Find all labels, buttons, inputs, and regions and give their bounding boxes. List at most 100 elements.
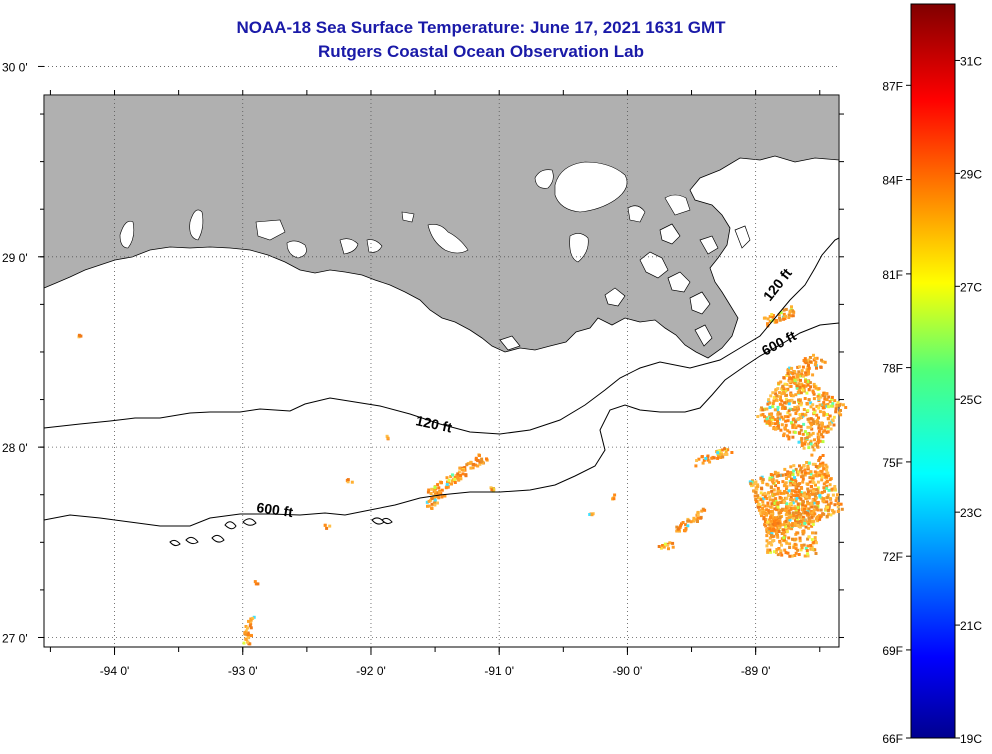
sst-pixel: [809, 439, 813, 443]
sst-pixel: [819, 395, 823, 399]
sst-pixel: [761, 481, 765, 485]
sst-pixel: [785, 477, 788, 480]
sst-pixel: [768, 527, 772, 531]
sst-pixel: [813, 492, 817, 496]
sst-pixel: [793, 507, 797, 511]
sst-pixel: [763, 419, 767, 423]
sst-pixel: [812, 443, 816, 447]
sst-pixel: [836, 502, 840, 505]
sst-pixel: [768, 518, 771, 522]
sst-pixel: [784, 397, 788, 401]
sst-pixel: [726, 448, 730, 452]
sst-pixel: [766, 550, 770, 554]
sst-pixel: [485, 457, 488, 461]
sst-pixel: [800, 546, 804, 550]
sst-pixel: [777, 474, 781, 478]
sst-pixel: [800, 508, 804, 512]
sst-pixel: [822, 467, 826, 471]
sst-pixel: [769, 541, 773, 545]
sst-pixel: [790, 492, 794, 496]
sst-pixel: [815, 488, 819, 492]
contour-120ft: [43, 237, 840, 435]
sst-pixel: [799, 468, 803, 472]
sst-pixel: [791, 425, 795, 429]
sst-pixel: [802, 500, 805, 504]
sst-pixel: [490, 488, 494, 492]
sst-pixel: [781, 417, 785, 421]
sst-pixel: [798, 536, 802, 540]
sst-pixel: [437, 496, 441, 500]
sst-pixel: [828, 478, 832, 482]
sst-pixel: [835, 404, 839, 408]
sst-pixel: [798, 385, 802, 389]
sst-pixel: [806, 379, 810, 383]
sst-pixel: [756, 505, 760, 509]
sst-pixel: [799, 512, 803, 516]
sst-pixel: [806, 500, 809, 504]
sst-pixel: [774, 484, 778, 488]
colorbar-c-label: 27C: [960, 280, 982, 294]
sst-pixel: [730, 451, 734, 454]
sst-pixel: [791, 516, 795, 520]
sst-pixel: [801, 388, 805, 392]
sst-pixel: [775, 474, 779, 478]
sst-pixel: [822, 403, 826, 407]
sst-pixel: [801, 532, 805, 536]
sst-pixel: [836, 505, 840, 509]
sst-pixel: [761, 478, 765, 482]
sst-pixel: [762, 509, 766, 513]
sst-pixel: [678, 525, 682, 529]
sst-pixel: [844, 406, 848, 409]
sst-pixel: [796, 417, 800, 421]
sst-pixel: [692, 516, 696, 520]
sst-pixel: [783, 401, 787, 405]
sst-pixel: [773, 470, 777, 474]
sst-pixel: [678, 529, 681, 533]
sst-pixel: [785, 530, 789, 534]
sst-pixel: [815, 356, 819, 360]
sst-pixel: [671, 541, 675, 545]
sst-pixel: [792, 514, 796, 518]
sst-pixel: [785, 496, 789, 500]
sst-pixel: [831, 402, 835, 406]
sst-pixel: [770, 532, 774, 536]
sst-pixel: [782, 432, 786, 436]
sst-pixel: [805, 461, 809, 464]
sst-pixel: [811, 523, 815, 526]
sst-pixel: [832, 423, 836, 427]
sst-pixel: [815, 506, 819, 510]
sst-pixel: [696, 520, 699, 523]
lat-tick-label: 29 0': [2, 251, 28, 265]
sst-pixel: [780, 496, 784, 500]
sst-pixel: [822, 401, 826, 405]
sst-pixel: [809, 417, 813, 421]
sst-pixel: [791, 435, 795, 439]
sst-pixel: [780, 473, 784, 477]
sst-pixel: [590, 513, 594, 517]
sst-pixel: [765, 421, 769, 425]
sst-pixel: [768, 423, 772, 427]
sst-pixel: [785, 541, 789, 545]
sst-pixel: [798, 431, 801, 435]
sst-pixel: [478, 460, 482, 464]
sst-pixel: [818, 515, 822, 519]
sst-pixel: [768, 536, 772, 540]
sst-pixel: [769, 473, 773, 476]
sst-pixel: [796, 365, 800, 369]
sst-pixel: [831, 508, 834, 512]
sst-pixel: [784, 551, 788, 555]
sst-pixel: [751, 483, 755, 487]
bathymetry-contours: [43, 237, 840, 547]
sst-pixel: [828, 497, 832, 500]
sst-pixel: [807, 366, 811, 370]
sst-pixel: [818, 410, 822, 414]
sst-pixel: [800, 470, 804, 474]
sst-pixel: [246, 631, 250, 635]
sst-pixel: [784, 507, 788, 511]
sst-pixel: [766, 509, 770, 513]
sst-pixel: [803, 491, 807, 495]
sst-pixel: [776, 553, 780, 557]
sst-pixel: [811, 476, 815, 480]
sst-pixel: [812, 510, 816, 514]
sst-pixel: [775, 394, 779, 398]
